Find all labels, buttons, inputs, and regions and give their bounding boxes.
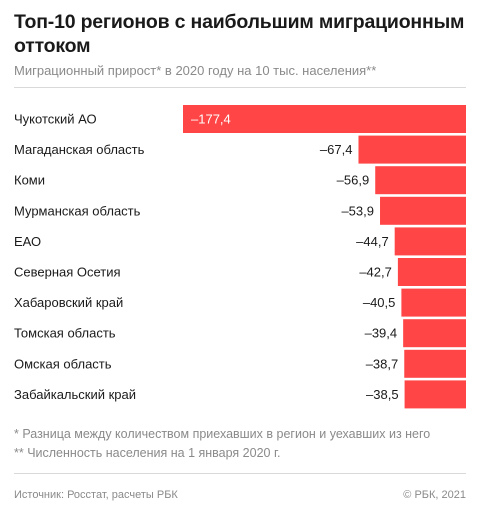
category-label: Томская область [14,326,116,341]
value-label: –38,7 [366,356,399,371]
bottom-divider [14,473,466,474]
bar [183,105,466,133]
top-divider [14,87,466,88]
footnote-1: * Разница между количеством приехавших в… [14,427,431,441]
bar [404,380,466,409]
value-label: –177,4 [191,112,231,127]
category-label: Мурманская область [14,203,141,218]
category-label: Омская область [14,356,112,371]
value-label: –53,9 [341,203,374,218]
bar [404,349,466,378]
category-label: Забайкальский край [14,387,136,402]
value-label: –42,7 [359,265,392,280]
bar [358,135,466,164]
bar [394,227,466,256]
value-label: –56,9 [337,173,370,188]
bar [401,288,466,317]
category-label: ЕАО [14,234,41,249]
value-label: –67,4 [320,142,353,157]
value-label: –39,4 [365,326,398,341]
category-label: Коми [14,173,45,188]
category-label: Хабаровский край [14,295,123,310]
value-label: –38,5 [366,387,399,402]
chart-title: Топ-10 регионов с наибольшим миграционны… [14,11,465,57]
bar [380,196,466,225]
category-label: Чукотский АО [14,112,97,127]
source-text: Источник: Росстат, расчеты РБК [14,489,178,501]
bar [397,258,466,286]
bar [403,319,466,348]
bar [375,166,466,195]
value-label: –44,7 [356,234,389,249]
chart-subtitle: Миграционный прирост* в 2020 году на 10 … [14,63,377,78]
footnote-2: ** Численность населения на 1 января 202… [14,446,281,460]
copyright-text: © РБК, 2021 [403,489,466,501]
value-label: –40,5 [363,295,396,310]
category-label: Северная Осетия [14,265,121,280]
category-label: Магаданская область [14,142,145,157]
